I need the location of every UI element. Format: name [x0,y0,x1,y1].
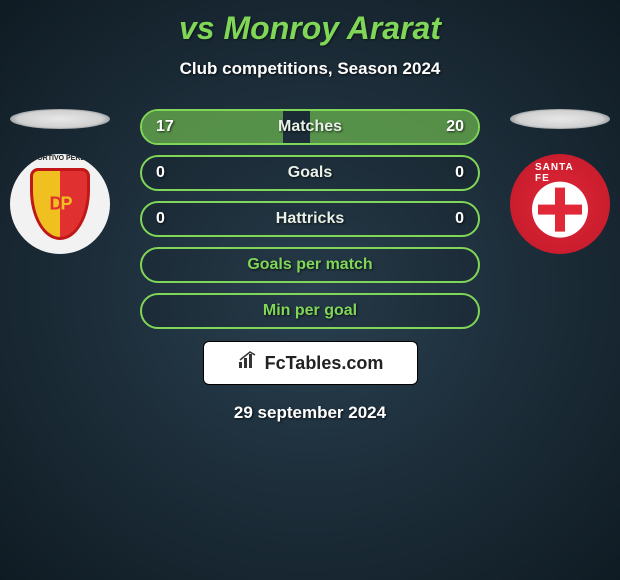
stat-value-right: 0 [455,210,464,228]
team-right-container: SANTA FE [510,109,610,254]
cross-v-icon [555,188,565,232]
stat-row: 0 Goals 0 [140,155,480,191]
team-left-container: DEPORTIVO PEREIRA DP [10,109,110,254]
stat-value-right: 0 [455,164,464,182]
subtitle: Club competitions, Season 2024 [0,59,620,79]
team-right-inner [532,182,588,238]
stats-container: 17 Matches 20 0 Goals 0 0 Hattricks 0 Goals per m… [140,109,480,329]
team-right-badge: SANTA FE [510,154,610,254]
stat-row: Goals per match [140,247,480,283]
shadow-ellipse-right [510,109,610,129]
date-label: 29 september 2024 [0,403,620,423]
team-left-shield: DEPORTIVO PEREIRA DP [30,168,90,240]
stat-value-left: 0 [156,210,165,228]
stat-row: Min per goal [140,293,480,329]
stat-label: Matches [278,118,342,136]
shadow-ellipse-left [10,109,110,129]
stat-label: Goals [288,164,332,182]
page-title: vs Monroy Ararat [0,0,620,47]
stat-row: 17 Matches 20 [140,109,480,145]
logo-text: FcTables.com [265,353,384,374]
chart-icon [237,350,261,376]
stat-row: 0 Hattricks 0 [140,201,480,237]
stat-value-right: 20 [446,118,464,136]
stat-label: Hattricks [276,210,344,228]
stat-label: Goals per match [247,256,372,274]
stat-value-left: 0 [156,164,165,182]
team-left-badge: DEPORTIVO PEREIRA DP [10,154,110,254]
team-left-initials: DP [49,194,70,215]
stat-label: Min per goal [263,302,357,320]
content-area: DEPORTIVO PEREIRA DP SANTA FE 17 Matches 2… [0,109,620,423]
team-left-name: DEPORTIVO PEREIRA [20,154,100,164]
stat-value-left: 17 [156,118,174,136]
logo-box: FcTables.com [203,341,418,385]
